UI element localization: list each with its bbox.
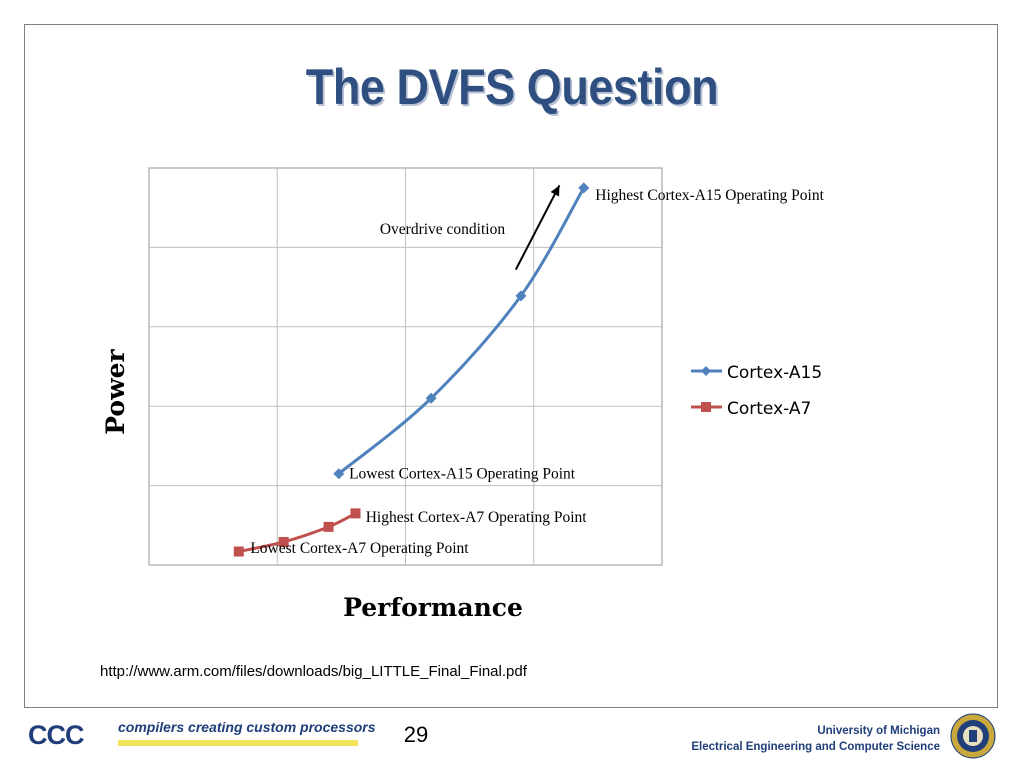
overdrive-arrow-head bbox=[550, 185, 560, 197]
cortex-a15-point bbox=[515, 290, 527, 302]
cortex-a7-point bbox=[350, 508, 361, 519]
chart-axis-labels: Performance Power bbox=[101, 348, 523, 622]
annotation-label: Lowest Cortex-A7 Operating Point bbox=[250, 540, 469, 557]
page-number: 29 bbox=[403, 722, 429, 747]
ccc-logo: CCC bbox=[28, 720, 84, 750]
cortex-a15-point bbox=[425, 392, 437, 404]
annotation-label: Lowest Cortex-A15 Operating Point bbox=[349, 465, 576, 482]
chart-annotations: Overdrive condition Highest Cortex-A15 Op… bbox=[250, 185, 825, 557]
university-seal-icon bbox=[950, 713, 996, 759]
cortex-a15-legend-label: Cortex-A15 bbox=[727, 363, 822, 383]
cortex-a15-legend-marker bbox=[701, 366, 711, 376]
overdrive-arrow-shaft bbox=[514, 185, 561, 271]
cortex-a15-point bbox=[333, 468, 345, 480]
university-info: University of Michigan Electrical Engine… bbox=[691, 723, 940, 755]
cortex-a7-point bbox=[278, 536, 289, 547]
department-name: Electrical Engineering and Computer Scie… bbox=[691, 741, 940, 753]
tagline: compilers creating custom processors bbox=[118, 719, 376, 735]
chart-legend: Cortex-A15 Cortex-A7 bbox=[691, 363, 822, 419]
cortex-a15-point bbox=[578, 182, 590, 194]
cortex-a7-legend-label: Cortex-A7 bbox=[727, 399, 811, 419]
y-axis-label: Power bbox=[101, 348, 130, 434]
university-name: University of Michigan bbox=[817, 725, 940, 737]
chart-series bbox=[233, 182, 590, 557]
cortex-a7-series-line bbox=[238, 512, 357, 553]
cortex-a7-point bbox=[233, 546, 244, 557]
power-performance-chart: Overdrive condition Highest Cortex-A15 Op… bbox=[101, 167, 825, 622]
annotation-label: Overdrive condition bbox=[380, 221, 506, 238]
x-axis-label: Performance bbox=[343, 593, 523, 622]
cortex-a7-legend-marker bbox=[701, 402, 711, 412]
annotation-label: Highest Cortex-A7 Operating Point bbox=[366, 509, 588, 526]
cortex-a7-point bbox=[323, 521, 334, 532]
annotation-label: Highest Cortex-A15 Operating Point bbox=[595, 187, 824, 204]
chart-grid bbox=[148, 167, 663, 566]
source-link[interactable]: http://www.arm.com/files/downloads/big_L… bbox=[100, 663, 527, 680]
tagline-underline bbox=[118, 740, 358, 746]
slide-title: The DVFS Question bbox=[305, 59, 719, 115]
cortex-a15-series-line bbox=[337, 187, 586, 475]
